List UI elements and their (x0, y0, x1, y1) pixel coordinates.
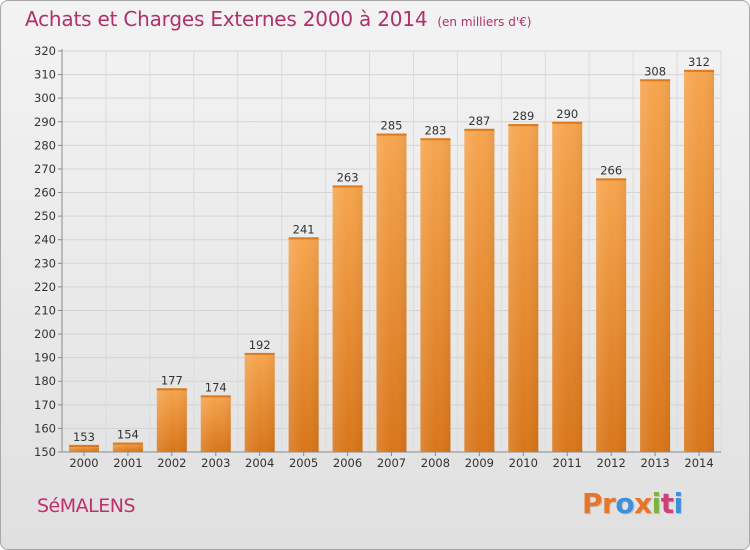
logo-letter: x (634, 487, 652, 520)
y-tick-label: 230 (34, 256, 56, 270)
bar-shade (684, 69, 715, 452)
bar-shade (464, 128, 495, 452)
bar-top-edge (112, 442, 143, 445)
bar-top-edge (640, 79, 671, 82)
y-tick-label: 310 (34, 68, 56, 82)
y-tick-label: 190 (34, 351, 56, 365)
bar-top-edge (244, 352, 275, 355)
bar-shade (376, 133, 407, 452)
bar-top-edge (156, 388, 187, 391)
bars (68, 69, 715, 453)
data-label: 263 (337, 170, 359, 184)
bar-top-edge (68, 444, 99, 447)
y-tick-label: 180 (34, 374, 56, 388)
y-tick-label: 160 (34, 421, 56, 435)
y-tick-label: 200 (34, 327, 56, 341)
logo-letter: t (660, 487, 674, 520)
data-label: 154 (117, 428, 139, 442)
y-tick-label: 290 (34, 115, 56, 129)
logo-letter: o (615, 487, 635, 520)
bar-shade (420, 138, 451, 452)
bar-shade (200, 395, 231, 452)
bar-top-edge (508, 124, 539, 127)
y-tick-label: 300 (34, 91, 56, 105)
data-label: 285 (381, 119, 403, 133)
y-tick-label: 250 (34, 209, 56, 223)
y-tick-label: 270 (34, 162, 56, 176)
x-tick-label: 2014 (684, 456, 713, 470)
bar-shade (112, 442, 143, 452)
title-text: Achats et Charges Externes 2000 à 2014 (25, 7, 428, 31)
bar-top-edge (332, 185, 363, 188)
bar-top-edge (420, 138, 451, 141)
y-tick-label: 240 (34, 233, 56, 247)
y-tick-label: 150 (34, 445, 56, 459)
bar-shade (288, 237, 319, 452)
y-tick-label: 170 (34, 398, 56, 412)
logo-letter: P (582, 487, 603, 520)
logo-letter: i (651, 487, 662, 520)
data-label: 266 (600, 163, 622, 177)
data-label: 287 (468, 114, 490, 128)
y-tick-label: 260 (34, 186, 56, 200)
y-tick-label: 220 (34, 280, 56, 294)
bar-top-edge (376, 133, 407, 136)
x-tick-label: 2003 (201, 456, 230, 470)
bar-top-edge (288, 237, 319, 240)
data-label: 192 (249, 338, 271, 352)
bar-top-edge (464, 128, 495, 131)
x-tick-label: 2013 (640, 456, 669, 470)
x-tick-label: 2010 (509, 456, 538, 470)
x-tick-label: 2002 (157, 456, 186, 470)
bar-shade (244, 352, 275, 452)
x-tick-label: 2005 (289, 456, 318, 470)
bar-shade (332, 185, 363, 452)
axes: 150 160 170 180 190 200 210 220 230 240 250 260 270 2… (34, 44, 721, 470)
bar-shade (552, 121, 583, 452)
data-label: 153 (73, 430, 95, 444)
data-labels: 153 154 177 174 192 241 263 285 283 287 289 290 266 3… (73, 55, 710, 444)
data-label: 312 (688, 55, 710, 69)
x-tick-label: 2004 (245, 456, 274, 470)
x-tick-label: 2000 (69, 456, 98, 470)
data-label: 241 (293, 222, 315, 236)
bar-shade (596, 178, 627, 452)
y-tick-label: 280 (34, 138, 56, 152)
logo-letter: i (673, 487, 684, 520)
bar-top-edge (200, 395, 231, 398)
y-tick-label: 210 (34, 303, 56, 317)
proxiti-logo[interactable]: Proxiti (582, 487, 683, 520)
data-label: 283 (424, 123, 446, 137)
x-tick-label: 2012 (597, 456, 626, 470)
x-tick-label: 2001 (113, 456, 142, 470)
data-label: 290 (556, 107, 578, 121)
bar-shade (508, 124, 539, 452)
bar-shade (156, 388, 187, 452)
x-tick-label: 2009 (465, 456, 494, 470)
unit-text: (en milliers d'€) (437, 15, 532, 29)
bar-top-edge (684, 69, 715, 72)
data-label: 289 (512, 109, 534, 123)
data-label: 174 (205, 380, 227, 394)
chart-title: Achats et Charges Externes 2000 à 2014 (e… (25, 7, 531, 31)
x-tick-label: 2011 (553, 456, 582, 470)
data-label: 177 (161, 373, 183, 387)
y-tick-label: 320 (34, 44, 56, 58)
x-tick-label: 2008 (421, 456, 450, 470)
bar-top-edge (552, 121, 583, 124)
bar-shade (640, 79, 671, 453)
bar-top-edge (596, 178, 627, 181)
bar-shade (68, 444, 99, 452)
data-label: 308 (644, 64, 666, 78)
logo-letter: r (602, 487, 616, 520)
x-tick-label: 2006 (333, 456, 362, 470)
commune-name: SéMALENS (37, 495, 136, 517)
x-tick-label: 2007 (377, 456, 406, 470)
